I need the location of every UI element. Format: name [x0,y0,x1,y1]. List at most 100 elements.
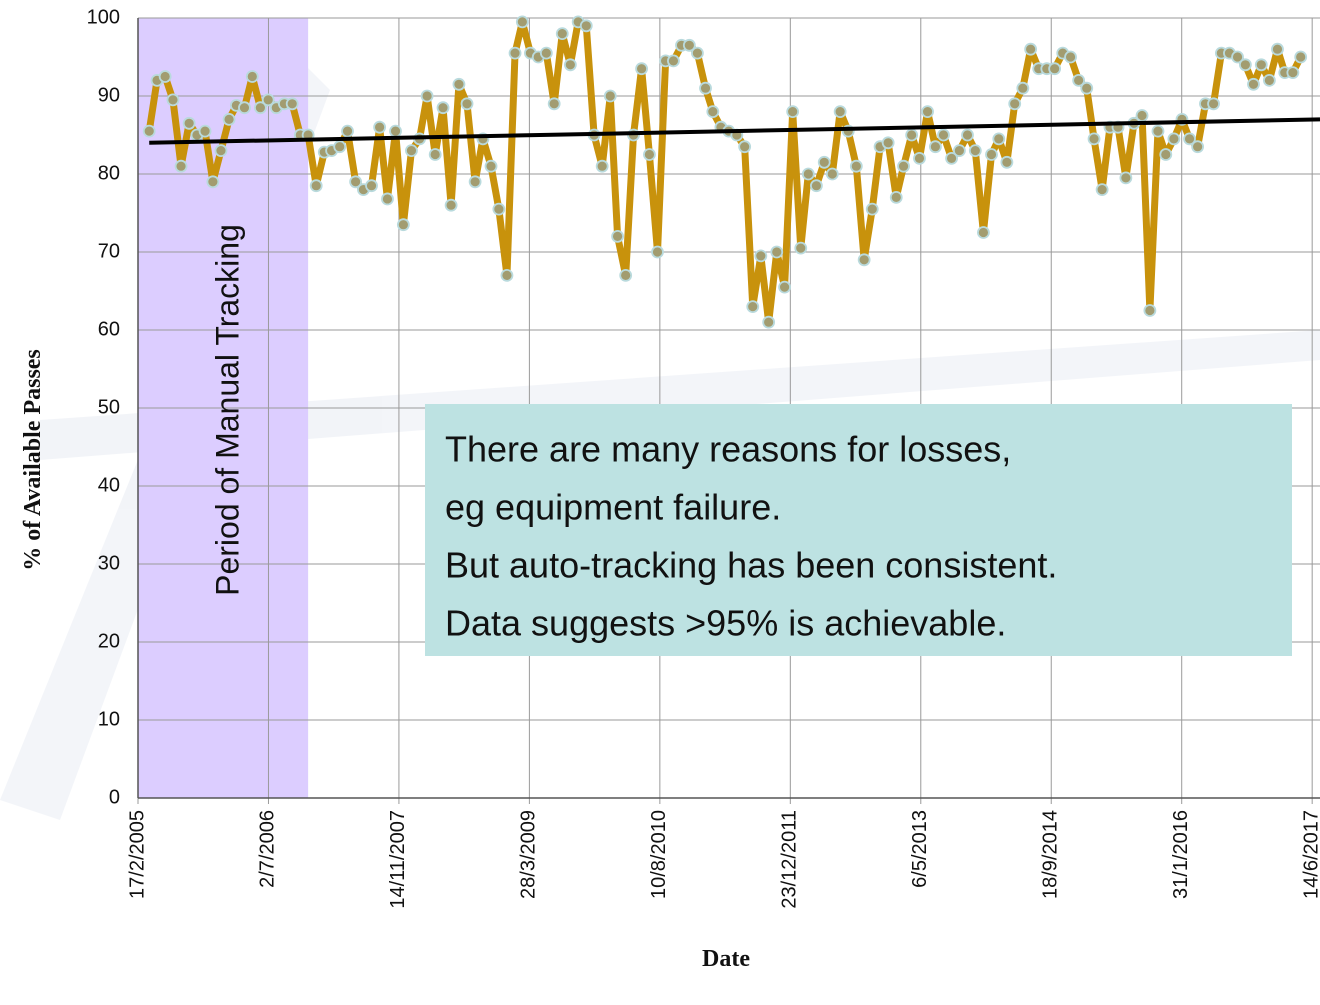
data-point [859,254,870,265]
data-point [898,161,909,172]
data-point [422,91,433,102]
data-point [755,250,766,261]
data-point [366,180,377,191]
data-point [200,126,211,137]
data-point [930,141,941,152]
data-point [438,102,449,113]
data-point [597,161,608,172]
data-point [867,204,878,215]
data-point [510,48,521,59]
y-tick-label: 90 [98,84,120,106]
data-point [287,98,298,109]
data-point [938,130,949,141]
data-point [914,153,925,164]
data-point [692,48,703,59]
data-point [827,169,838,180]
data-point [1256,59,1267,70]
data-point [612,231,623,242]
data-point [342,126,353,137]
x-tick-label: 28/3/2009 [518,810,540,899]
data-point [462,98,473,109]
data-point [406,145,417,156]
data-point [1264,75,1275,86]
data-point [763,317,774,328]
manual-tracking-label: Period of Manual Tracking [209,224,245,596]
data-point [493,204,504,215]
data-point [1120,172,1131,183]
x-tick-label: 14/11/2007 [387,810,409,909]
y-tick-label: 60 [98,318,120,340]
x-tick-label: 23/12/2011 [779,810,801,909]
data-point [787,106,798,117]
data-point [470,176,481,187]
data-point [835,106,846,117]
data-point [811,180,822,191]
data-point [1049,63,1060,74]
data-point [176,161,187,172]
data-point [144,126,155,137]
y-tick-label: 40 [98,474,120,496]
data-point [739,141,750,152]
y-tick-label: 100 [87,6,120,28]
data-point [819,157,830,168]
data-point [207,176,218,187]
data-point [1295,52,1306,63]
data-point [1097,184,1108,195]
data-point [334,141,345,152]
x-tick-label: 10/8/2010 [648,810,670,899]
data-point [374,122,385,133]
data-point [993,133,1004,144]
data-point [700,83,711,94]
data-point [517,16,528,27]
x-axis-title: Date [702,946,750,972]
data-point [398,219,409,230]
data-point [1009,98,1020,109]
data-point [557,28,568,39]
y-tick-label: 20 [98,630,120,652]
data-point [668,55,679,66]
data-point [1017,83,1028,94]
data-point [390,126,401,137]
data-point [167,94,178,105]
data-point [501,270,512,281]
y-tick-label: 50 [98,396,120,418]
data-point [1248,79,1259,90]
data-point [652,247,663,258]
data-point [453,79,464,90]
y-tick-label: 80 [98,162,120,184]
data-point [1152,126,1163,137]
data-point [954,145,965,156]
annotation-text: There are many reasons for losses, [445,429,1011,470]
data-point [962,130,973,141]
data-point [184,118,195,129]
data-point [605,91,616,102]
x-tick-label: 14/6/2017 [1300,810,1320,899]
data-point [1137,110,1148,121]
data-point [891,192,902,203]
data-point [986,149,997,160]
x-tick-label: 2/7/2006 [257,810,279,888]
x-tick-label: 31/1/2016 [1170,810,1192,899]
annotation-text: Data suggests >95% is achievable. [445,603,1006,644]
y-tick-label: 30 [98,552,120,574]
data-point [1001,157,1012,168]
data-point [382,193,393,204]
data-point [311,180,322,191]
data-point [922,106,933,117]
data-point [795,243,806,254]
x-tick-label: 6/5/2013 [909,810,931,888]
data-point [978,227,989,238]
data-point [581,20,592,31]
data-point [906,130,917,141]
data-point [644,149,655,160]
data-point [707,106,718,117]
data-point [247,71,258,82]
data-point [883,137,894,148]
data-point [160,71,171,82]
chart: % of Available Passes Date 0102030405060… [0,0,1320,1000]
data-point [747,301,758,312]
annotation-text: But auto-tracking has been consistent. [445,545,1057,586]
data-point [1272,44,1283,55]
data-point [1160,149,1171,160]
x-tick-label: 17/2/2005 [126,810,148,899]
